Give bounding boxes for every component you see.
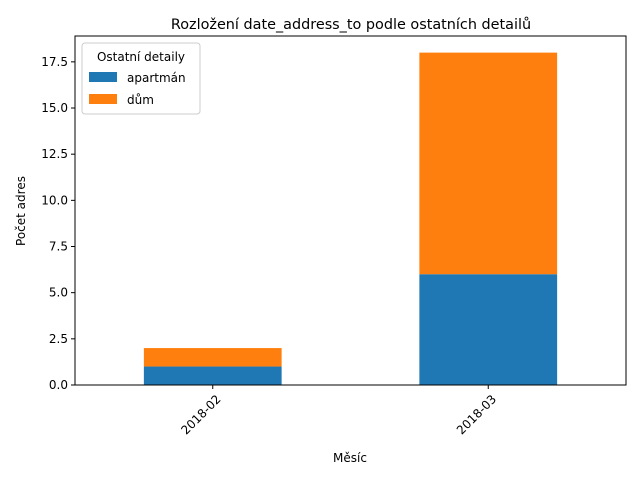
legend-swatch-dum xyxy=(89,94,117,104)
legend-label-dum: dům xyxy=(127,93,154,107)
x-axis-label: Měsíc xyxy=(333,451,367,465)
legend-title: Ostatní detaily xyxy=(97,50,185,64)
bar-2018-03-series-0 xyxy=(419,274,558,385)
legend-swatch-apartman xyxy=(89,72,117,82)
bar-2018-03-series-1 xyxy=(419,52,558,275)
bar-2018-02-series-1 xyxy=(143,348,282,367)
y-tick-label: 17.5 xyxy=(41,55,68,69)
plot-area xyxy=(74,35,627,386)
x-tick-label: 2018-02 xyxy=(178,392,223,437)
x-axis: 2018-02 2018-03 xyxy=(178,385,499,437)
legend: Ostatní detaily apartmán dům xyxy=(81,42,201,115)
chart-title: Rozložení date_address_to podle ostatníc… xyxy=(171,17,531,33)
y-axis: 0.0 2.5 5.0 7.5 10.0 12.5 15.0 17.5 xyxy=(41,55,75,392)
y-tick-label: 10.0 xyxy=(41,193,68,207)
y-tick-label: 5.0 xyxy=(49,286,68,300)
y-tick-label: 2.5 xyxy=(49,332,68,346)
y-tick-label: 15.0 xyxy=(41,101,68,115)
x-tick-label: 2018-03 xyxy=(454,392,499,437)
legend-label-apartman: apartmán xyxy=(127,71,186,85)
bar-2018-02-series-0 xyxy=(143,366,282,385)
y-axis-label: Počet adres xyxy=(14,176,28,246)
y-tick-label: 7.5 xyxy=(49,240,68,254)
y-tick-label: 12.5 xyxy=(41,147,68,161)
bars-layer xyxy=(143,52,558,385)
y-tick-label: 0.0 xyxy=(49,378,68,392)
